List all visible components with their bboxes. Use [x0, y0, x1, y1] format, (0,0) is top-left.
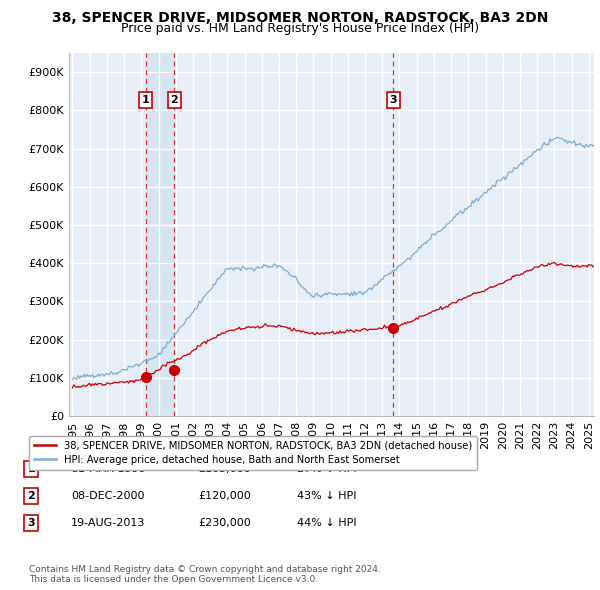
Text: 08-DEC-2000: 08-DEC-2000	[71, 491, 145, 501]
Bar	[146, 53, 175, 416]
Text: 38, SPENCER DRIVE, MIDSOMER NORTON, RADSTOCK, BA3 2DN: 38, SPENCER DRIVE, MIDSOMER NORTON, RADS…	[52, 11, 548, 25]
Text: 2: 2	[28, 491, 35, 501]
Text: 3: 3	[28, 519, 35, 528]
Text: 3: 3	[389, 95, 397, 105]
Text: 2: 2	[170, 95, 178, 105]
Text: 31-MAR-1999: 31-MAR-1999	[71, 464, 146, 474]
Text: 44% ↓ HPI: 44% ↓ HPI	[297, 519, 356, 528]
Text: Price paid vs. HM Land Registry's House Price Index (HPI): Price paid vs. HM Land Registry's House …	[121, 22, 479, 35]
Text: £103,000: £103,000	[198, 464, 251, 474]
Text: 1: 1	[28, 464, 35, 474]
Legend: 38, SPENCER DRIVE, MIDSOMER NORTON, RADSTOCK, BA3 2DN (detached house), HPI: Ave: 38, SPENCER DRIVE, MIDSOMER NORTON, RADS…	[29, 435, 477, 470]
Text: 1: 1	[142, 95, 149, 105]
Text: Contains HM Land Registry data © Crown copyright and database right 2024.
This d: Contains HM Land Registry data © Crown c…	[29, 565, 380, 584]
Text: £120,000: £120,000	[198, 491, 251, 501]
Text: £230,000: £230,000	[198, 519, 251, 528]
Text: 43% ↓ HPI: 43% ↓ HPI	[297, 491, 356, 501]
Text: 27% ↓ HPI: 27% ↓ HPI	[297, 464, 356, 474]
Text: 19-AUG-2013: 19-AUG-2013	[71, 519, 145, 528]
